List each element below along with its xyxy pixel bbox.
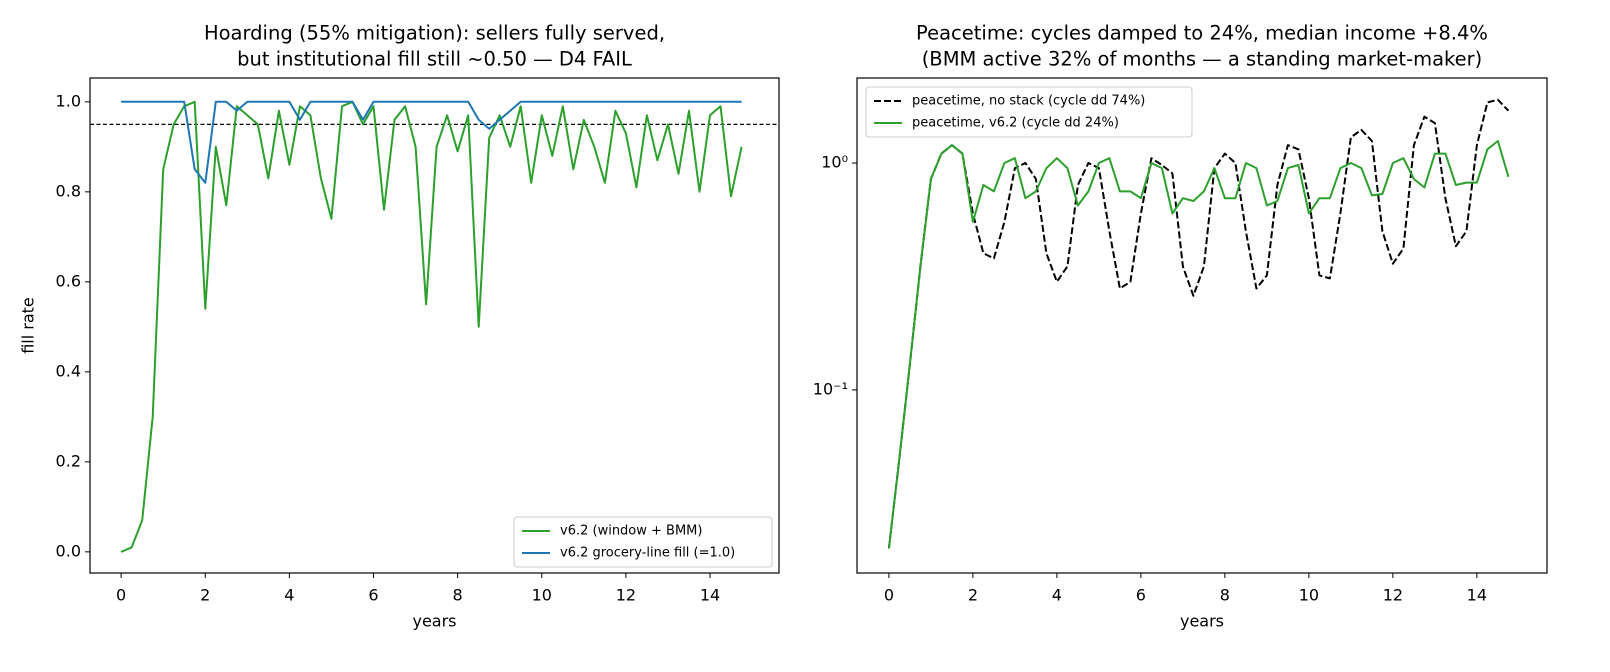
x-tick-label: 12 [1383, 586, 1403, 605]
series-line [120, 100, 743, 553]
y-tick-label: 0.8 [56, 181, 81, 200]
series-line [887, 140, 1510, 549]
axes-frame [89, 77, 780, 574]
x-tick-label: 14 [700, 586, 720, 605]
x-tick-label: 0 [116, 586, 126, 605]
y-tick-label: 10⁰ [821, 153, 848, 172]
legend: peacetime, no stack (cycle dd 74%) peacet… [865, 86, 1193, 138]
legend-label: v6.2 grocery-line fill (=1.0) [560, 546, 735, 561]
legend-label: peacetime, v6.2 (cycle dd 24%) [912, 116, 1119, 131]
series-line [121, 100, 742, 184]
x-axis-label: years [412, 612, 456, 631]
x-tick-label: 6 [1136, 586, 1146, 605]
x-tick-label: 2 [200, 586, 210, 605]
legend: v6.2 (window + BMM) v6.2 grocery-line fil… [513, 516, 773, 568]
y-tick-label: 0.6 [56, 271, 81, 290]
y-axis-label: fill rate [19, 297, 38, 354]
chart-title: but institutional fill still ~0.50 — D4 … [237, 48, 632, 71]
y-tick-label: 0.2 [56, 451, 81, 470]
x-tick-label: 6 [368, 586, 378, 605]
x-tick-label: 4 [284, 586, 294, 605]
x-tick-label: 8 [453, 586, 463, 605]
chart-title: (BMM active 32% of months — a standing m… [922, 48, 1483, 71]
x-tick-label: 0 [884, 586, 894, 605]
x-tick-label: 14 [1467, 586, 1487, 605]
x-tick-label: 12 [616, 586, 636, 605]
chart-title: Hoarding (55% mitigation): sellers fully… [204, 22, 665, 45]
subplot: Hoarding (55% mitigation): sellers fully… [19, 22, 780, 631]
legend-box [865, 86, 1193, 138]
x-axis-label: years [1180, 612, 1224, 631]
x-tick-label: 8 [1220, 586, 1230, 605]
x-tick-label: 4 [1052, 586, 1062, 605]
x-tick-label: 10 [532, 586, 552, 605]
subplot: Peacetime: cycles damped to 24%, median … [813, 22, 1548, 631]
axes-frame [856, 77, 1548, 574]
chart-title: Peacetime: cycles damped to 24%, median … [916, 22, 1488, 45]
y-tick-label: 1.0 [56, 91, 81, 110]
y-tick-label: 0.0 [56, 541, 81, 560]
series-line [887, 98, 1510, 549]
x-tick-label: 2 [968, 586, 978, 605]
legend-label: v6.2 (window + BMM) [560, 524, 702, 539]
x-tick-label: 10 [1299, 586, 1319, 605]
legend-box [513, 516, 773, 568]
legend-label: peacetime, no stack (cycle dd 74%) [912, 94, 1145, 109]
y-tick-label: 0.4 [56, 361, 81, 380]
y-tick-label: 10⁻¹ [813, 379, 848, 398]
